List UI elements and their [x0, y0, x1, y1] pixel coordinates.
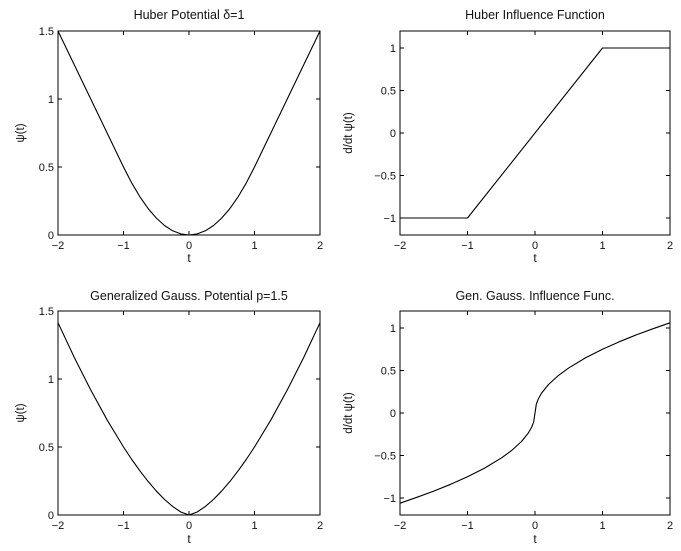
plot-marks: [57, 322, 321, 516]
x-tick-label: −2: [52, 240, 65, 252]
y-axis-label: d/dt ψ(t): [343, 112, 355, 154]
x-tick-label: −2: [394, 520, 407, 532]
plot-marks: [57, 30, 321, 236]
y-tick-label: 0: [390, 408, 396, 420]
y-tick-label: 1: [48, 94, 54, 106]
y-tick-label: −1: [383, 213, 396, 225]
x-tick-label: 2: [317, 520, 323, 532]
x-tick-label: −1: [117, 240, 130, 252]
axis-ticks: −2 −1 0 1 2 −1 −0.5 0 0.5 1: [374, 31, 673, 252]
y-tick-label: 0: [390, 128, 396, 140]
series-line-0: [57, 30, 321, 236]
x-axis-label: t: [187, 532, 191, 546]
y-tick-label: 1: [48, 374, 54, 386]
plot-title: Huber Potential δ=1: [134, 8, 245, 22]
axis-ticks: −2 −1 0 1 2 −1 −0.5 0 0.5 1: [374, 311, 673, 532]
x-tick-label: 0: [186, 520, 192, 532]
plot-frame: [57, 310, 321, 516]
plot-marks: [400, 47, 670, 219]
y-tick-label: 0.5: [39, 442, 54, 454]
subplot-gen-gauss-influence: Gen. Gauss. Influence Func. t d/dt ψ(t) …: [343, 289, 673, 546]
x-tick-label: −1: [461, 240, 474, 252]
plot-title: Generalized Gauss. Potential p=1.5: [90, 289, 288, 303]
y-tick-label: 1.5: [39, 26, 54, 38]
axis-ticks: −2 −1 0 1 2 0 0.5 1 1.5: [39, 306, 323, 532]
y-axis-label: ψ(t): [15, 123, 27, 142]
y-tick-label: −0.5: [374, 451, 396, 463]
series-line-0: [399, 322, 671, 504]
y-tick-label: 1: [390, 323, 396, 335]
y-tick-label: 1.5: [39, 306, 54, 318]
plot-title: Huber Influence Function: [465, 8, 605, 22]
x-tick-label: −1: [117, 520, 130, 532]
y-tick-label: −1: [383, 493, 396, 505]
x-axis-label: t: [187, 251, 191, 265]
series-line-0: [400, 47, 670, 219]
y-tick-label: 0.5: [39, 162, 54, 174]
x-tick-label: 0: [532, 240, 538, 252]
x-tick-label: 2: [667, 520, 673, 532]
x-tick-label: −2: [52, 520, 65, 532]
x-tick-label: 1: [599, 240, 605, 252]
y-axis-label: d/dt ψ(t): [343, 392, 355, 434]
x-tick-label: 0: [532, 520, 538, 532]
y-tick-label: 0: [48, 510, 54, 522]
y-tick-label: 0.5: [381, 86, 396, 98]
plot-marks: [399, 322, 671, 504]
x-tick-label: 1: [251, 520, 257, 532]
x-tick-label: 1: [251, 240, 257, 252]
y-tick-label: 0.5: [381, 366, 396, 378]
y-tick-label: −0.5: [374, 171, 396, 183]
x-tick-label: 1: [599, 520, 605, 532]
y-tick-label: 1: [390, 43, 396, 55]
y-axis-label: ψ(t): [15, 403, 27, 422]
subplot-huber-potential: Huber Potential δ=1 t ψ(t) −2 −1 0 1 2 0 0.5 1 1…: [15, 8, 323, 265]
x-axis-label: t: [533, 251, 537, 265]
x-tick-label: −2: [394, 240, 407, 252]
x-tick-label: −1: [461, 520, 474, 532]
plot-frame: [57, 30, 321, 236]
plot-title: Gen. Gauss. Influence Func.: [455, 289, 614, 303]
x-tick-label: 2: [317, 240, 323, 252]
y-tick-label: 0: [48, 230, 54, 242]
subplot-gen-gauss-potential: Generalized Gauss. Potential p=1.5 t ψ(t…: [15, 289, 323, 546]
axis-ticks: −2 −1 0 1 2 0 0.5 1 1.5: [39, 26, 323, 252]
series-line-0: [57, 322, 321, 516]
x-tick-label: 0: [186, 240, 192, 252]
x-tick-label: 2: [667, 240, 673, 252]
x-axis-label: t: [533, 532, 537, 546]
subplot-huber-influence: Huber Influence Function t d/dt ψ(t) −2−…: [343, 8, 673, 265]
